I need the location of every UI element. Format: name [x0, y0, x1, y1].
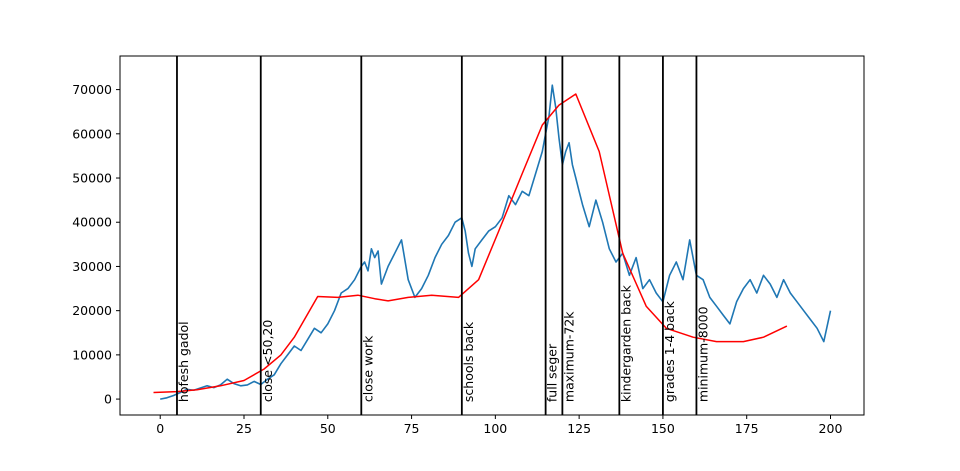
daily-cases-line [160, 84, 832, 400]
y-tick-label: 10000 [72, 347, 112, 362]
x-tick-label: 175 [735, 421, 759, 436]
x-tick-label: 125 [567, 421, 591, 436]
event-markers: hofesh gadol close <50,20 close work school… [176, 56, 710, 415]
smoothed-trend-line [153, 93, 788, 394]
y-tick-label: 20000 [72, 303, 112, 318]
event-label: schools back [461, 321, 476, 402]
event-label: close <50,20 [260, 320, 275, 402]
x-tick-label: 75 [404, 421, 420, 436]
axis-ticks: 0 25 50 75 100 125 150 175 200 0 10000 20000 30000 40… [72, 82, 842, 436]
y-tick-label: 40000 [72, 215, 112, 230]
x-tick-label: 150 [651, 421, 675, 436]
y-tick-label: 60000 [72, 126, 112, 141]
plot-frame [119, 55, 865, 416]
event-label: grades 1-4 back [662, 300, 677, 402]
x-tick-label: 0 [156, 421, 164, 436]
y-tick-label: 30000 [72, 259, 112, 274]
x-tick-label: 100 [483, 421, 507, 436]
y-tick-label: 0 [104, 392, 112, 407]
event-label: hofesh gadol [176, 321, 191, 402]
event-label: close work [360, 335, 375, 402]
event-label: minimum-8000 [695, 306, 710, 402]
smoothed-series [153, 93, 788, 394]
event-label: maximum-72k [561, 311, 576, 402]
x-tick-label: 200 [819, 421, 843, 436]
x-tick-label: 50 [320, 421, 336, 436]
y-tick-label: 50000 [72, 171, 112, 186]
daily-cases-series [160, 84, 832, 400]
y-tick-label: 70000 [72, 82, 112, 97]
event-label: full seger [545, 343, 560, 402]
x-tick-label: 25 [236, 421, 252, 436]
event-label: kindergarden back [618, 284, 633, 402]
